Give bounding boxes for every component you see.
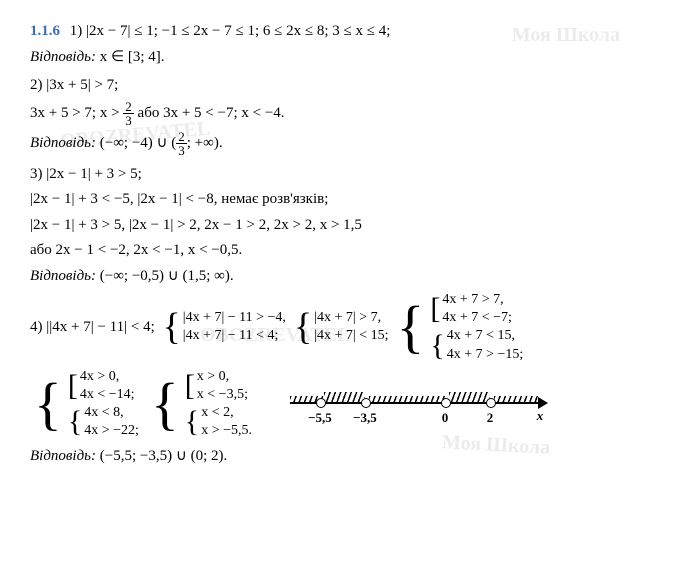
system-2: {|4x + 7| > 7,|4x + 7| < 15;: [294, 308, 389, 346]
fraction: 23: [176, 130, 187, 157]
p3-line1: 3) |2x − 1| + 3 > 5;: [30, 163, 670, 186]
p4-answer: Відповідь: (−5,5; −3,5) ∪ (0; 2).: [30, 445, 670, 468]
p1-answer: Відповідь: x ∈ [3; 4].: [30, 46, 670, 69]
problem-1-line: 1.1.6 1) |2x − 7| ≤ 1; −1 ≤ 2x − 7 ≤ 1; …: [30, 20, 670, 43]
p4-expr: ||4x + 7| − 11| < 4;: [46, 316, 155, 339]
fraction: 23: [123, 100, 134, 127]
p3-l3: або 2x − 1 < −2, 2x < −1, x < −0,5.: [30, 239, 670, 262]
p1-num: 1): [70, 23, 83, 39]
answer-label: Відповідь:: [30, 448, 96, 464]
p2-l2a: 3x + 5 > 7; x >: [30, 104, 123, 120]
nl-point: [441, 398, 451, 408]
nl-label: −5,5: [308, 408, 332, 428]
nl-x-label: x: [537, 406, 544, 426]
p3-expr: |2x − 1| + 3 > 5;: [46, 166, 142, 182]
p3-answer: Відповідь: (−∞; −0,5) ∪ (1,5; ∞).: [30, 265, 670, 288]
system-3: {[4x + 7 > 7,4x + 7 < −7;{4x + 7 < 15,4x…: [396, 291, 527, 364]
p2-answer: Відповідь: (−∞; −4) ∪ (23; +∞).: [30, 130, 670, 157]
problem-number: 1.1.6: [30, 23, 60, 39]
ans-a: (−∞; −4) ∪ (: [100, 134, 177, 150]
nl-hatch-right: [494, 396, 538, 402]
p2-expr: |3x + 5| > 7;: [46, 77, 118, 93]
p4-num: 4): [30, 316, 43, 339]
nl-label: −3,5: [353, 408, 377, 428]
nl-axis: [290, 402, 540, 404]
number-line: −5,5 −3,5 0 2 x: [290, 384, 550, 424]
nl-point: [361, 398, 371, 408]
p2-l2b: або 3x + 5 < −7; x < −4.: [134, 104, 285, 120]
system-r2: {[x > 0,x < −3,5;{x < 2,x > −5,5.: [151, 368, 256, 441]
system-r1: {[4x > 0,4x < −14;{4x < 8,4x > −22;: [34, 368, 143, 441]
p1-expr: |2x − 7| ≤ 1; −1 ≤ 2x − 7 ≤ 1; 6 ≤ 2x ≤ …: [86, 23, 390, 39]
answer-label: Відповідь:: [30, 134, 96, 150]
nl-seg2: [449, 392, 490, 402]
nl-hatch-mid: [369, 396, 445, 402]
answer-value: (−5,5; −3,5) ∪ (0; 2).: [100, 448, 227, 464]
nl-label: 2: [487, 408, 494, 428]
p3-l2: |2x − 1| + 3 > 5, |2x − 1| > 2, 2x − 1 >…: [30, 214, 670, 237]
nl-point: [486, 398, 496, 408]
nl-label: 0: [442, 408, 449, 428]
p2-line1: 2) |3x + 5| > 7;: [30, 74, 670, 97]
answer-label: Відповідь:: [30, 268, 96, 284]
p2-line2: 3x + 5 > 7; x > 23 або 3x + 5 < −7; x < …: [30, 100, 670, 127]
p3-l1: |2x − 1| + 3 < −5, |2x − 1| < −8, немає …: [30, 188, 670, 211]
p2-num: 2): [30, 77, 43, 93]
p4-row1: 4) ||4x + 7| − 11| < 4; {|4x + 7| − 11 >…: [30, 291, 670, 364]
system-1: {|4x + 7| − 11 > −4,|4x + 7| − 11 < 4;: [163, 308, 286, 346]
answer-label: Відповідь:: [30, 49, 96, 65]
ans-b: ; +∞).: [187, 134, 223, 150]
p3-num: 3): [30, 166, 43, 182]
p4-row2: {[4x > 0,4x < −14;{4x < 8,4x > −22; {[x …: [30, 368, 670, 441]
answer-value: x ∈ [3; 4].: [100, 49, 165, 65]
answer-value: (−∞; −0,5) ∪ (1,5; ∞).: [100, 268, 234, 284]
nl-point: [316, 398, 326, 408]
nl-seg1: [324, 392, 365, 402]
